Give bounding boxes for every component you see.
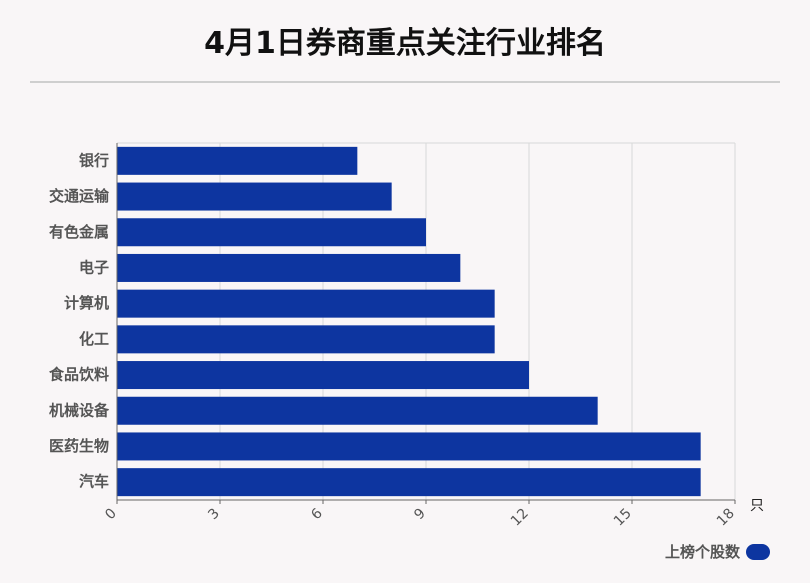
category-label-2: 有色金属	[49, 223, 109, 241]
bar-4[interactable]	[117, 289, 495, 318]
bar-6[interactable]	[117, 361, 529, 390]
category-label-9: 汽车	[79, 473, 109, 491]
legend[interactable]: 上榜个股数	[665, 541, 770, 562]
category-label-3: 电子	[79, 258, 109, 276]
legend-swatch	[746, 543, 770, 560]
category-label-5: 化工	[79, 330, 109, 348]
category-label-0: 银行	[79, 151, 109, 169]
bar-7[interactable]	[117, 396, 598, 425]
category-label-4: 计算机	[64, 294, 109, 312]
bar-5[interactable]	[117, 325, 495, 354]
x-tick-label-4: 12	[508, 506, 532, 530]
x-tick-label-1: 3	[205, 506, 223, 524]
category-label-8: 医药生物	[49, 437, 109, 455]
x-tick-label-2: 6	[308, 505, 326, 523]
x-unit-label: 只	[750, 498, 764, 514]
category-label-6: 食品饮料	[49, 366, 109, 384]
bar-0[interactable]	[117, 146, 358, 175]
category-label-7: 机械设备	[49, 401, 110, 419]
x-tick-label-0: 0	[102, 506, 120, 524]
bar-1[interactable]	[117, 182, 392, 211]
chart-title: 4月1日券商重点关注行业排名	[204, 26, 606, 61]
category-label-1: 交通运输	[49, 187, 110, 205]
bar-2[interactable]	[117, 218, 426, 247]
bar-8[interactable]	[117, 432, 701, 461]
bar-9[interactable]	[117, 468, 701, 497]
x-tick-label-6: 18	[714, 506, 738, 530]
x-tick-label-5: 15	[611, 506, 635, 530]
legend-label: 上榜个股数	[664, 543, 740, 561]
bar-3[interactable]	[117, 253, 461, 282]
x-tick-label-3: 9	[411, 506, 429, 524]
title-divider	[30, 81, 780, 83]
